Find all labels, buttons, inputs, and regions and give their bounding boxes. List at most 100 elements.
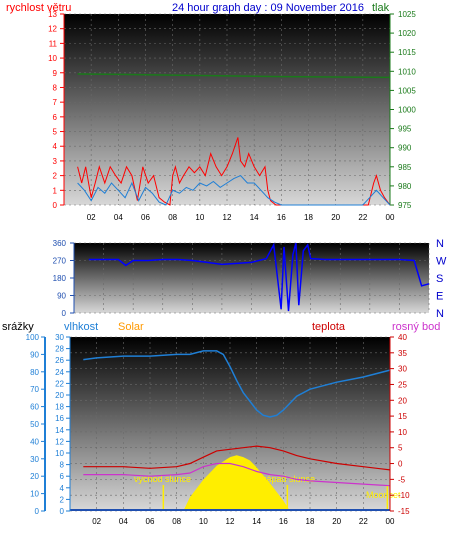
series-dewpoint — [83, 462, 391, 487]
wind-tick-label: 1 — [53, 186, 58, 195]
series-temperature — [83, 445, 391, 471]
humidity-temperature-series — [70, 350, 391, 511]
pressure-tick-label: 1000 — [398, 106, 416, 115]
wind-tick-label: 7 — [53, 98, 58, 107]
rain-tick-label: 12 — [55, 437, 64, 446]
rain-tick-label: 14 — [55, 426, 64, 435]
time-tick-label: 10 — [195, 213, 204, 222]
series-pressure — [77, 73, 391, 79]
time-tick-label: 04 — [119, 517, 128, 526]
pressure-tick-label: 990 — [398, 144, 412, 153]
humidity-tick-label: 90 — [30, 350, 39, 359]
direction-tick-label: 270 — [53, 257, 67, 266]
temperature-tick-label: -15 — [398, 507, 410, 516]
pressure-tick-label: 1005 — [398, 86, 416, 95]
wind-tick-label: 10 — [48, 54, 57, 63]
time-tick-label: 22 — [358, 213, 367, 222]
wind-pressure-series — [77, 73, 391, 206]
sun-moon-markers: východ slunce západ slunce Moonrise Moon… — [134, 474, 401, 511]
series-wind-direction — [88, 242, 430, 312]
time-tick-label: 04 — [114, 213, 123, 222]
pressure-tick-label: 985 — [398, 163, 412, 172]
humidity-tick-label: 0 — [35, 507, 40, 516]
sunrise-label: východ slunce — [134, 474, 191, 484]
wind-direction-ticks: 0 90 180 270 360 — [53, 239, 75, 318]
time-tick-label: 18 — [306, 517, 315, 526]
time-tick-label: 16 — [279, 517, 288, 526]
pressure-ticks: 975 980 985 990 995 1000 1005 1010 1015 1020 1025 — [389, 10, 416, 210]
humidity-tick-label: 50 — [30, 420, 39, 429]
time-tick-label: 08 — [168, 213, 177, 222]
time-tick-label: 16 — [277, 213, 286, 222]
series-humidity — [83, 350, 391, 418]
temperature-ticks: -15 -10 -5 0 5 10 15 20 25 30 35 40 — [389, 333, 410, 516]
compass-label: E — [436, 291, 443, 303]
rain-tick-label: 20 — [55, 391, 64, 400]
time-tick-label: 00 — [386, 517, 395, 526]
time-tick-label: 12 — [223, 213, 232, 222]
pressure-axis-title: tlak — [372, 2, 390, 14]
rain-tick-label: 16 — [55, 414, 64, 423]
time-tick-label: 06 — [146, 517, 155, 526]
temperature-tick-label: 15 — [398, 412, 407, 421]
compass-label: N — [436, 308, 444, 320]
time-tick-label: 20 — [332, 517, 341, 526]
time-tick-label: 02 — [87, 213, 96, 222]
temperature-tick-label: 40 — [398, 333, 407, 342]
rain-tick-label: 10 — [55, 449, 64, 458]
pressure-tick-label: 980 — [398, 182, 412, 191]
wind-tick-label: 5 — [53, 128, 58, 137]
compass-label: S — [436, 273, 443, 285]
temperature-tick-label: -10 — [398, 491, 410, 500]
time-tick-label: 00 — [386, 213, 395, 222]
temperature-axis-title: teplota — [312, 321, 346, 333]
wind-tick-label: 11 — [49, 39, 58, 48]
rain-tick-label: 8 — [60, 461, 65, 470]
wind-tick-label: 13 — [48, 10, 57, 19]
wind-tick-label: 8 — [53, 83, 58, 92]
rain-tick-label: 2 — [60, 495, 65, 504]
humidity-tick-label: 20 — [30, 472, 39, 481]
humidity-tick-label: 40 — [30, 437, 39, 446]
solar-axis-title: Solar — [118, 321, 144, 333]
temperature-tick-label: 30 — [398, 365, 407, 374]
time-tick-label: 14 — [252, 517, 261, 526]
pressure-tick-label: 1025 — [398, 10, 416, 19]
time-tick-label: 18 — [304, 213, 313, 222]
rain-tick-label: 26 — [55, 356, 64, 365]
compass-label: W — [436, 256, 447, 268]
time-tick-label: 14 — [250, 213, 259, 222]
sunset-label: západ slunce — [262, 474, 315, 484]
dewpoint-axis-title: rosný bod — [392, 321, 440, 333]
rain-tick-label: 0 — [60, 507, 65, 516]
time-tick-label: 22 — [359, 517, 368, 526]
rain-tick-label: 18 — [55, 403, 64, 412]
humidity-tick-label: 80 — [30, 368, 39, 377]
time-axis-top-labels: 02 04 06 08 10 12 14 16 18 20 22 00 — [87, 213, 395, 222]
rain-tick-label: 22 — [55, 379, 64, 388]
time-tick-label: 06 — [141, 213, 150, 222]
temperature-tick-label: -5 — [398, 475, 406, 484]
chart-title: 24 hour graph day : 09 November 2016 — [172, 2, 364, 14]
pressure-tick-label: 975 — [398, 201, 412, 210]
wind-tick-label: 2 — [53, 172, 58, 181]
humidity-tick-label: 70 — [30, 385, 39, 394]
wind-tick-label: 9 — [53, 69, 58, 78]
rain-tick-label: 4 — [60, 484, 65, 493]
pressure-tick-label: 1010 — [398, 67, 416, 76]
humidity-tick-label: 100 — [26, 333, 40, 342]
time-tick-label: 02 — [92, 517, 101, 526]
rain-tick-label: 28 — [55, 345, 64, 354]
humidity-tick-label: 10 — [30, 490, 39, 499]
wind-tick-label: 4 — [53, 142, 58, 151]
wind-tick-label: 6 — [53, 113, 58, 122]
humidity-ticks: 0 10 20 30 40 50 60 70 80 90 100 — [26, 333, 46, 516]
pressure-tick-label: 1020 — [398, 29, 416, 38]
rain-tick-label: 30 — [55, 333, 64, 342]
temperature-tick-label: 5 — [398, 444, 403, 453]
